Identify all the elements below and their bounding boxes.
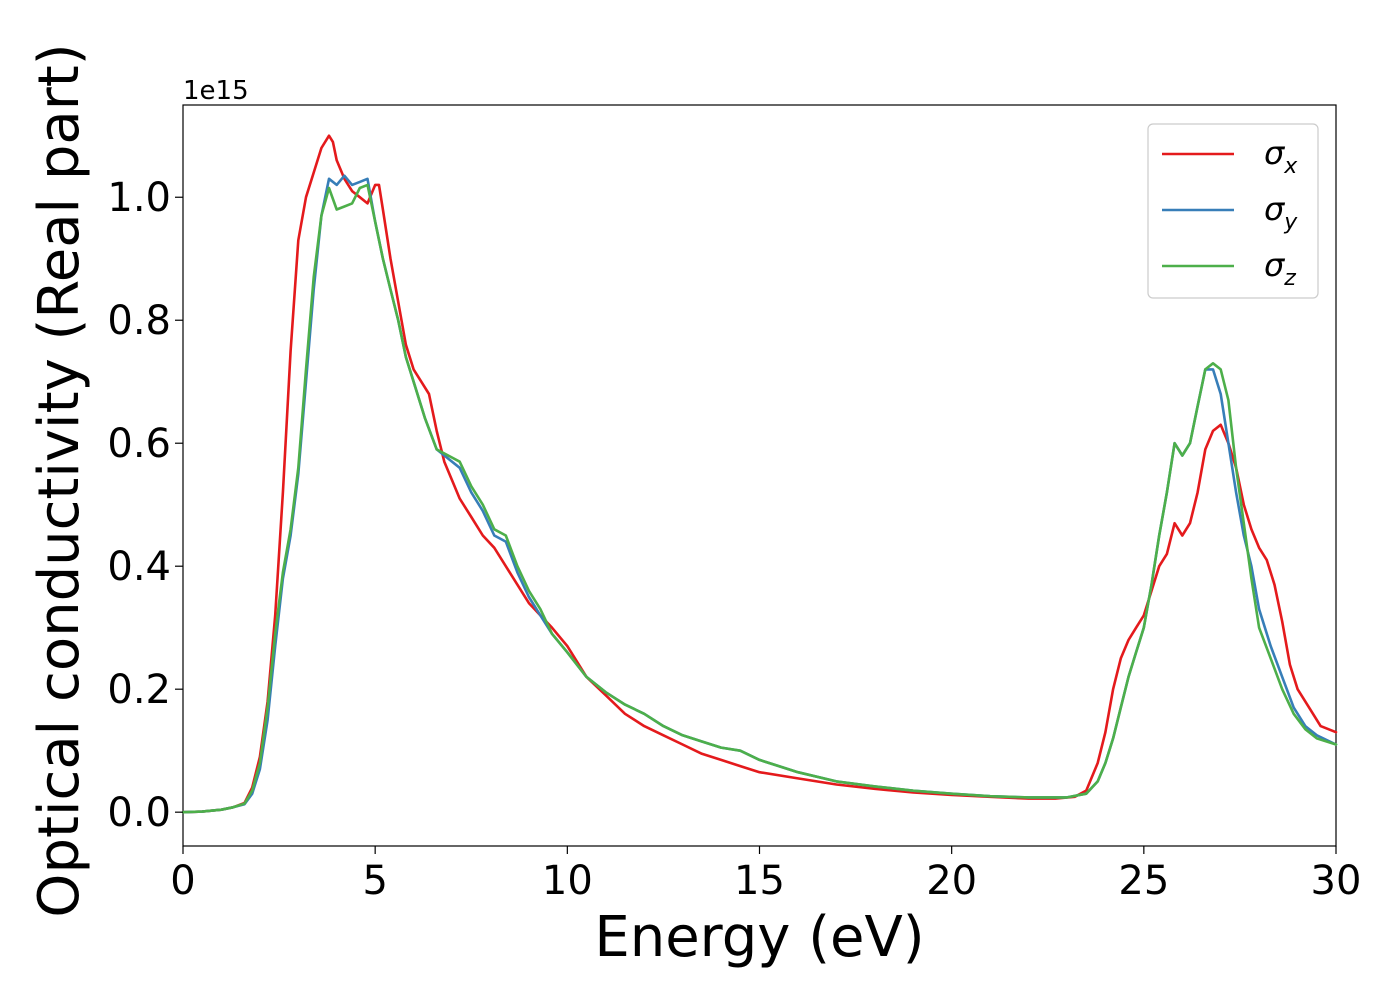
series-layer [181,134,1338,814]
y-tick-label: 0.0 [107,790,171,836]
x-tick-label: 25 [1118,858,1169,904]
legend-subscript: z [1283,266,1296,291]
y-tick-label: 0.6 [107,421,171,467]
x-tick-label: 30 [1311,858,1362,904]
series-line-z [181,183,1338,814]
x-tick-label: 15 [734,858,785,904]
y-axis-offset-label: 1e15 [183,76,249,106]
x-tick-label: 0 [170,858,195,904]
y-tick-label: 0.4 [107,544,171,590]
legend-subscript: y [1283,210,1298,235]
x-axis-title: Energy (eV) [594,905,924,970]
y-axis-title: Optical conductivity (Real part) [27,43,92,917]
y-tick-label: 0.8 [107,298,171,344]
x-tick-label: 20 [926,858,977,904]
y-axis-ticks: 0.0 0.2 0.4 0.6 0.8 1.0 [107,175,183,836]
series-line-x [181,134,1338,814]
legend-subscript: x [1283,154,1298,179]
x-tick-label: 10 [542,858,593,904]
y-tick-label: 1.0 [107,175,171,221]
y-tick-label: 0.2 [107,667,171,713]
x-axis-ticks: 0 5 10 15 20 25 30 [170,846,1361,904]
x-tick-label: 5 [362,858,387,904]
